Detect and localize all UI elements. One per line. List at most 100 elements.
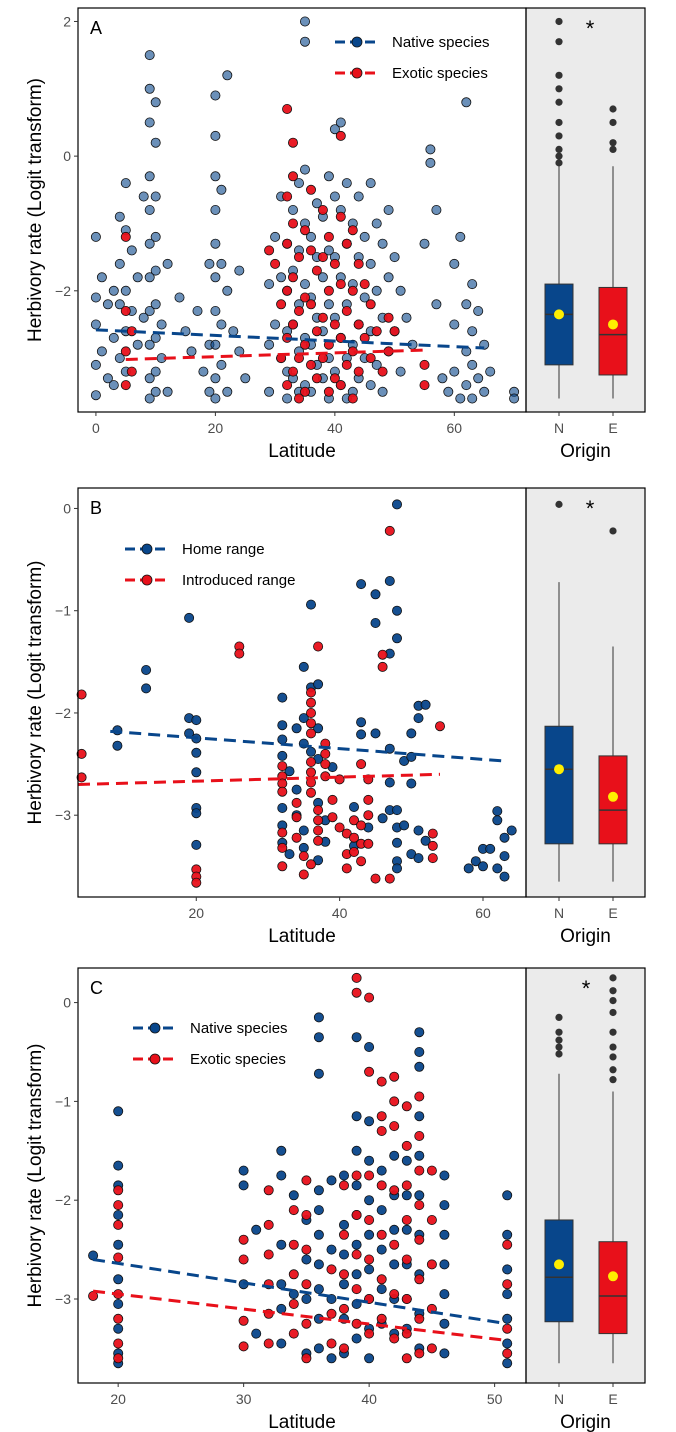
- data-point: [301, 1279, 312, 1290]
- x-tick-label: 60: [447, 420, 463, 436]
- data-point: [419, 359, 430, 370]
- data-point: [326, 1244, 337, 1255]
- data-point: [351, 1032, 362, 1043]
- data-point: [473, 305, 484, 316]
- data-point: [144, 339, 155, 350]
- outlier-point: [609, 527, 617, 535]
- origin-category-label: N: [554, 420, 564, 436]
- data-point: [376, 1229, 387, 1240]
- data-point: [363, 838, 374, 849]
- data-point: [192, 305, 203, 316]
- data-point: [276, 1170, 287, 1181]
- data-point: [113, 1160, 124, 1171]
- data-point: [126, 245, 137, 256]
- data-point: [191, 808, 202, 819]
- data-point: [264, 279, 275, 290]
- data-point: [311, 265, 322, 276]
- data-point: [364, 1195, 375, 1206]
- data-point: [414, 1348, 425, 1359]
- outlier-point: [609, 1053, 617, 1061]
- data-point: [287, 366, 298, 377]
- outlier-point: [609, 1043, 617, 1051]
- data-point: [347, 225, 358, 236]
- data-point: [338, 1180, 349, 1191]
- data-point: [338, 1279, 349, 1290]
- outlier-point: [609, 118, 617, 127]
- data-point: [439, 1200, 450, 1211]
- data-point: [313, 1343, 324, 1354]
- x-tick-label: 40: [332, 905, 348, 921]
- data-point: [356, 579, 367, 590]
- outlier-point: [555, 152, 563, 160]
- x-tick-label: 20: [188, 905, 204, 921]
- data-point: [365, 178, 376, 189]
- data-point: [251, 1224, 262, 1235]
- data-point: [383, 312, 394, 323]
- data-point: [389, 326, 400, 337]
- data-point: [499, 871, 510, 882]
- data-point: [353, 319, 364, 330]
- data-point: [291, 812, 302, 823]
- data-point: [210, 171, 221, 182]
- data-point: [414, 1313, 425, 1324]
- mean-marker: [608, 319, 618, 330]
- y-tick-label: −3: [55, 1291, 71, 1307]
- data-point: [338, 1229, 349, 1240]
- data-point: [323, 171, 334, 182]
- data-point: [502, 1279, 513, 1290]
- data-point: [335, 130, 346, 141]
- boxplot-n: [544, 500, 574, 882]
- significance-marker: *: [582, 976, 591, 1001]
- data-point: [263, 1185, 274, 1196]
- data-point: [323, 231, 334, 242]
- data-point: [298, 869, 309, 880]
- legend-marker: [351, 67, 363, 79]
- data-point: [264, 339, 275, 350]
- data-point: [301, 1318, 312, 1329]
- data-point: [299, 292, 310, 303]
- panel-label: C: [90, 978, 103, 998]
- data-point: [414, 1150, 425, 1161]
- data-point: [282, 191, 293, 202]
- data-point: [313, 641, 324, 652]
- data-point: [509, 393, 520, 404]
- data-point: [414, 1131, 425, 1142]
- data-point: [413, 825, 424, 836]
- data-point: [162, 258, 173, 269]
- data-point: [323, 386, 334, 397]
- data-point: [334, 822, 345, 833]
- data-point: [238, 1315, 249, 1326]
- data-point: [401, 1353, 412, 1364]
- data-point: [391, 837, 402, 848]
- outlier-point: [609, 987, 617, 995]
- data-point: [238, 1341, 249, 1352]
- data-point: [376, 1076, 387, 1087]
- data-point: [210, 305, 221, 316]
- legend-marker: [141, 543, 153, 555]
- data-point: [317, 204, 328, 215]
- data-point: [335, 211, 346, 222]
- y-tick-label: 0: [63, 500, 71, 516]
- data-point: [234, 265, 245, 276]
- data-point: [359, 231, 370, 242]
- data-point: [414, 1190, 425, 1201]
- data-point: [144, 83, 155, 94]
- data-point: [327, 812, 338, 823]
- outlier-point: [609, 139, 617, 147]
- data-point: [384, 777, 395, 788]
- data-point: [313, 1284, 324, 1295]
- data-point: [326, 1175, 337, 1186]
- x-tick-label: 50: [487, 1391, 503, 1407]
- y-tick-label: −2: [55, 705, 71, 721]
- data-point: [210, 373, 221, 384]
- data-point: [301, 1210, 312, 1221]
- outlier-point: [609, 145, 617, 153]
- data-point: [144, 171, 155, 182]
- boxplot-frame: [525, 7, 646, 413]
- data-point: [502, 1289, 513, 1300]
- data-point: [238, 1180, 249, 1191]
- data-point: [313, 723, 324, 734]
- data-point: [419, 238, 430, 249]
- mean-marker: [608, 1271, 618, 1282]
- data-point: [76, 772, 87, 783]
